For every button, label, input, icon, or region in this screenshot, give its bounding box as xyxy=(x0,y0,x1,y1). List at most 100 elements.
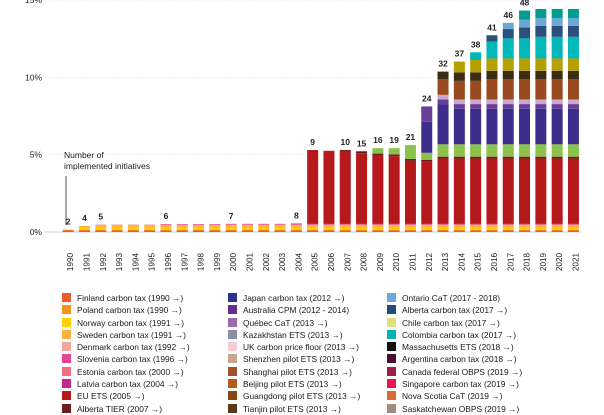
bar-segment xyxy=(551,158,563,224)
legend-swatch xyxy=(387,403,396,413)
bar-segment xyxy=(339,227,351,230)
bar-segment xyxy=(486,225,498,228)
x-tick-label: 2015 xyxy=(474,252,483,271)
y-tick-label: 15% xyxy=(25,0,42,5)
bar-segment xyxy=(535,18,547,26)
bar-segment xyxy=(486,223,498,225)
bar-segment xyxy=(356,223,368,225)
bar-segment xyxy=(535,223,547,225)
legend-item: Sweden carbon tax (1991 →) xyxy=(62,329,232,341)
legend-label: Shenzhen pilot ETS (2013 →) xyxy=(243,354,355,365)
legend-column: Japan carbon tax (2012 →) Australia CPM (… xyxy=(228,292,398,415)
bar-segment xyxy=(225,223,237,225)
bar-segment xyxy=(567,229,579,231)
bar-segment xyxy=(535,36,547,59)
x-tick-label: 2008 xyxy=(360,252,369,271)
bar-segment xyxy=(535,8,547,19)
bar-segment xyxy=(567,224,579,225)
bar-segment xyxy=(486,230,498,232)
bar-segment xyxy=(551,104,563,109)
bar-segment xyxy=(372,148,384,154)
legend-label: Québec CaT (2013 →) xyxy=(243,317,328,328)
bar-segment xyxy=(502,227,514,230)
x-tick-label: 2006 xyxy=(327,252,336,271)
legend-item: Shanghai pilot ETS (2013 →) xyxy=(228,366,398,378)
bar-segment xyxy=(372,223,384,225)
bar-segment xyxy=(339,224,351,225)
legend-swatch xyxy=(387,391,396,401)
x-tick-label: 2020 xyxy=(555,252,564,271)
legend-item: UK carbon price floor (2013 →) xyxy=(228,341,398,353)
bar-segment xyxy=(372,224,384,226)
bar-segment xyxy=(519,19,531,28)
bar-segment xyxy=(453,80,465,100)
bar-segment xyxy=(567,230,579,232)
bar-segment xyxy=(307,223,319,225)
bar-segment xyxy=(502,224,514,225)
bar-segment xyxy=(437,224,449,225)
bar-segment xyxy=(404,225,416,228)
bar-segment xyxy=(502,144,514,157)
bar-segment xyxy=(274,230,286,232)
bar-segment xyxy=(388,230,400,232)
legend-label: Saskatchewan OBPS (2019 →) xyxy=(402,403,520,414)
bar-segment xyxy=(470,144,482,157)
bar-segment xyxy=(470,230,482,232)
bar-segment xyxy=(388,156,400,224)
legend-swatch xyxy=(62,403,71,413)
bar-segment xyxy=(372,227,384,230)
bar-segment xyxy=(274,223,286,225)
x-tick-label: 2004 xyxy=(294,252,303,271)
legend-label: Denmark carbon tax (1992 →) xyxy=(77,342,190,353)
bar-segment xyxy=(404,227,416,230)
bar-segment xyxy=(437,71,449,80)
bar-segment xyxy=(111,230,123,232)
legend-column: Finland carbon tax (1990 →) Poland carbon… xyxy=(62,292,232,415)
bar-segment xyxy=(78,230,90,232)
legend-item: Australia CPM (2012 - 2014) xyxy=(228,304,398,316)
bar-segment xyxy=(307,223,319,225)
legend-item: Norway carbon tax (1991 →) xyxy=(62,317,232,329)
bar-segment xyxy=(502,229,514,231)
legend-label: Singapore carbon tax (2019 →) xyxy=(402,379,519,390)
legend-swatch xyxy=(228,391,237,401)
bar-segment xyxy=(519,108,531,145)
bar-segment xyxy=(209,224,221,226)
x-tick-label: 1999 xyxy=(213,252,222,271)
bar-segment xyxy=(372,229,384,231)
count-label: 4 xyxy=(82,213,87,223)
bar-segment xyxy=(519,79,531,100)
bar-segment xyxy=(404,224,416,226)
bar-segment xyxy=(258,224,270,226)
bar-segment xyxy=(437,156,449,159)
bar-segment xyxy=(404,158,416,161)
legend-item: Beijing pilot ETS (2013 →) xyxy=(228,378,398,390)
bar-segment xyxy=(421,121,433,153)
count-label: 5 xyxy=(98,211,103,221)
bar-segment xyxy=(127,229,139,231)
bar-segment xyxy=(339,150,351,152)
bar-segment xyxy=(404,230,416,232)
bar-segment xyxy=(372,153,384,156)
legend-swatch xyxy=(62,354,71,364)
bar-segment xyxy=(404,223,416,225)
bar-segment xyxy=(453,72,465,81)
bar-segment xyxy=(567,25,579,37)
bar-segment xyxy=(551,230,563,232)
bar-segment xyxy=(437,223,449,225)
legend-swatch xyxy=(228,354,237,364)
legend-swatch xyxy=(62,342,71,352)
bar-segment xyxy=(453,229,465,231)
bar-segment xyxy=(470,223,482,225)
bar-segment xyxy=(176,227,188,230)
bar-segment xyxy=(78,227,90,230)
bar-segment xyxy=(290,229,302,231)
legend-swatch xyxy=(228,293,237,302)
x-tick-label: 2016 xyxy=(490,252,499,271)
x-tick-label: 1995 xyxy=(148,252,157,271)
bar-segment xyxy=(437,227,449,230)
legend-swatch xyxy=(228,305,237,315)
bar-segment xyxy=(567,108,579,145)
bar-segment xyxy=(519,99,531,105)
bar-segment xyxy=(176,229,188,231)
